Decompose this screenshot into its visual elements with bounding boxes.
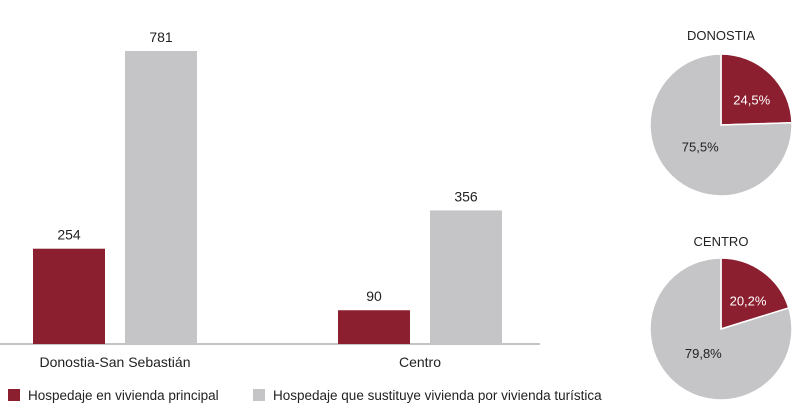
bar <box>33 248 105 344</box>
legend-swatch <box>8 389 20 401</box>
pie-slice <box>649 257 793 401</box>
category-label: Donostia-San Sebastián <box>40 354 191 370</box>
bar-value-label: 254 <box>57 227 81 243</box>
bar-chart: 254 781 Donostia-San Sebastián 90 356 Centro <box>0 29 540 370</box>
legend-label: Hospedaje en vivienda principal <box>28 388 219 403</box>
legend-swatch <box>253 389 265 401</box>
pie-charts: DONOSTIA 24,5% 75,5% CENTRO 20,2% 79,8% <box>649 28 793 401</box>
pie-value-label: 79,8% <box>685 346 722 361</box>
pie-value-label: 75,5% <box>682 139 719 154</box>
bar-value-label: 90 <box>366 288 382 304</box>
pie-slice <box>649 53 793 197</box>
legend-label: Hospedaje que sustituye vivienda por viv… <box>273 388 602 403</box>
category-label: Centro <box>399 354 441 370</box>
bar <box>125 51 197 344</box>
pie-value-label: 20,2% <box>730 293 767 308</box>
legend: Hospedaje en vivienda principal Hospedaje… <box>8 388 602 403</box>
bar <box>338 310 410 344</box>
pie-value-label: 24,5% <box>733 93 770 108</box>
pie-title: CENTRO <box>694 234 749 249</box>
bar-value-label: 356 <box>454 188 478 204</box>
pie-slice <box>720 257 790 331</box>
bar <box>430 210 502 344</box>
bar-value-label: 781 <box>149 29 173 45</box>
pie-slice <box>720 53 793 126</box>
pie-title: DONOSTIA <box>687 28 755 43</box>
